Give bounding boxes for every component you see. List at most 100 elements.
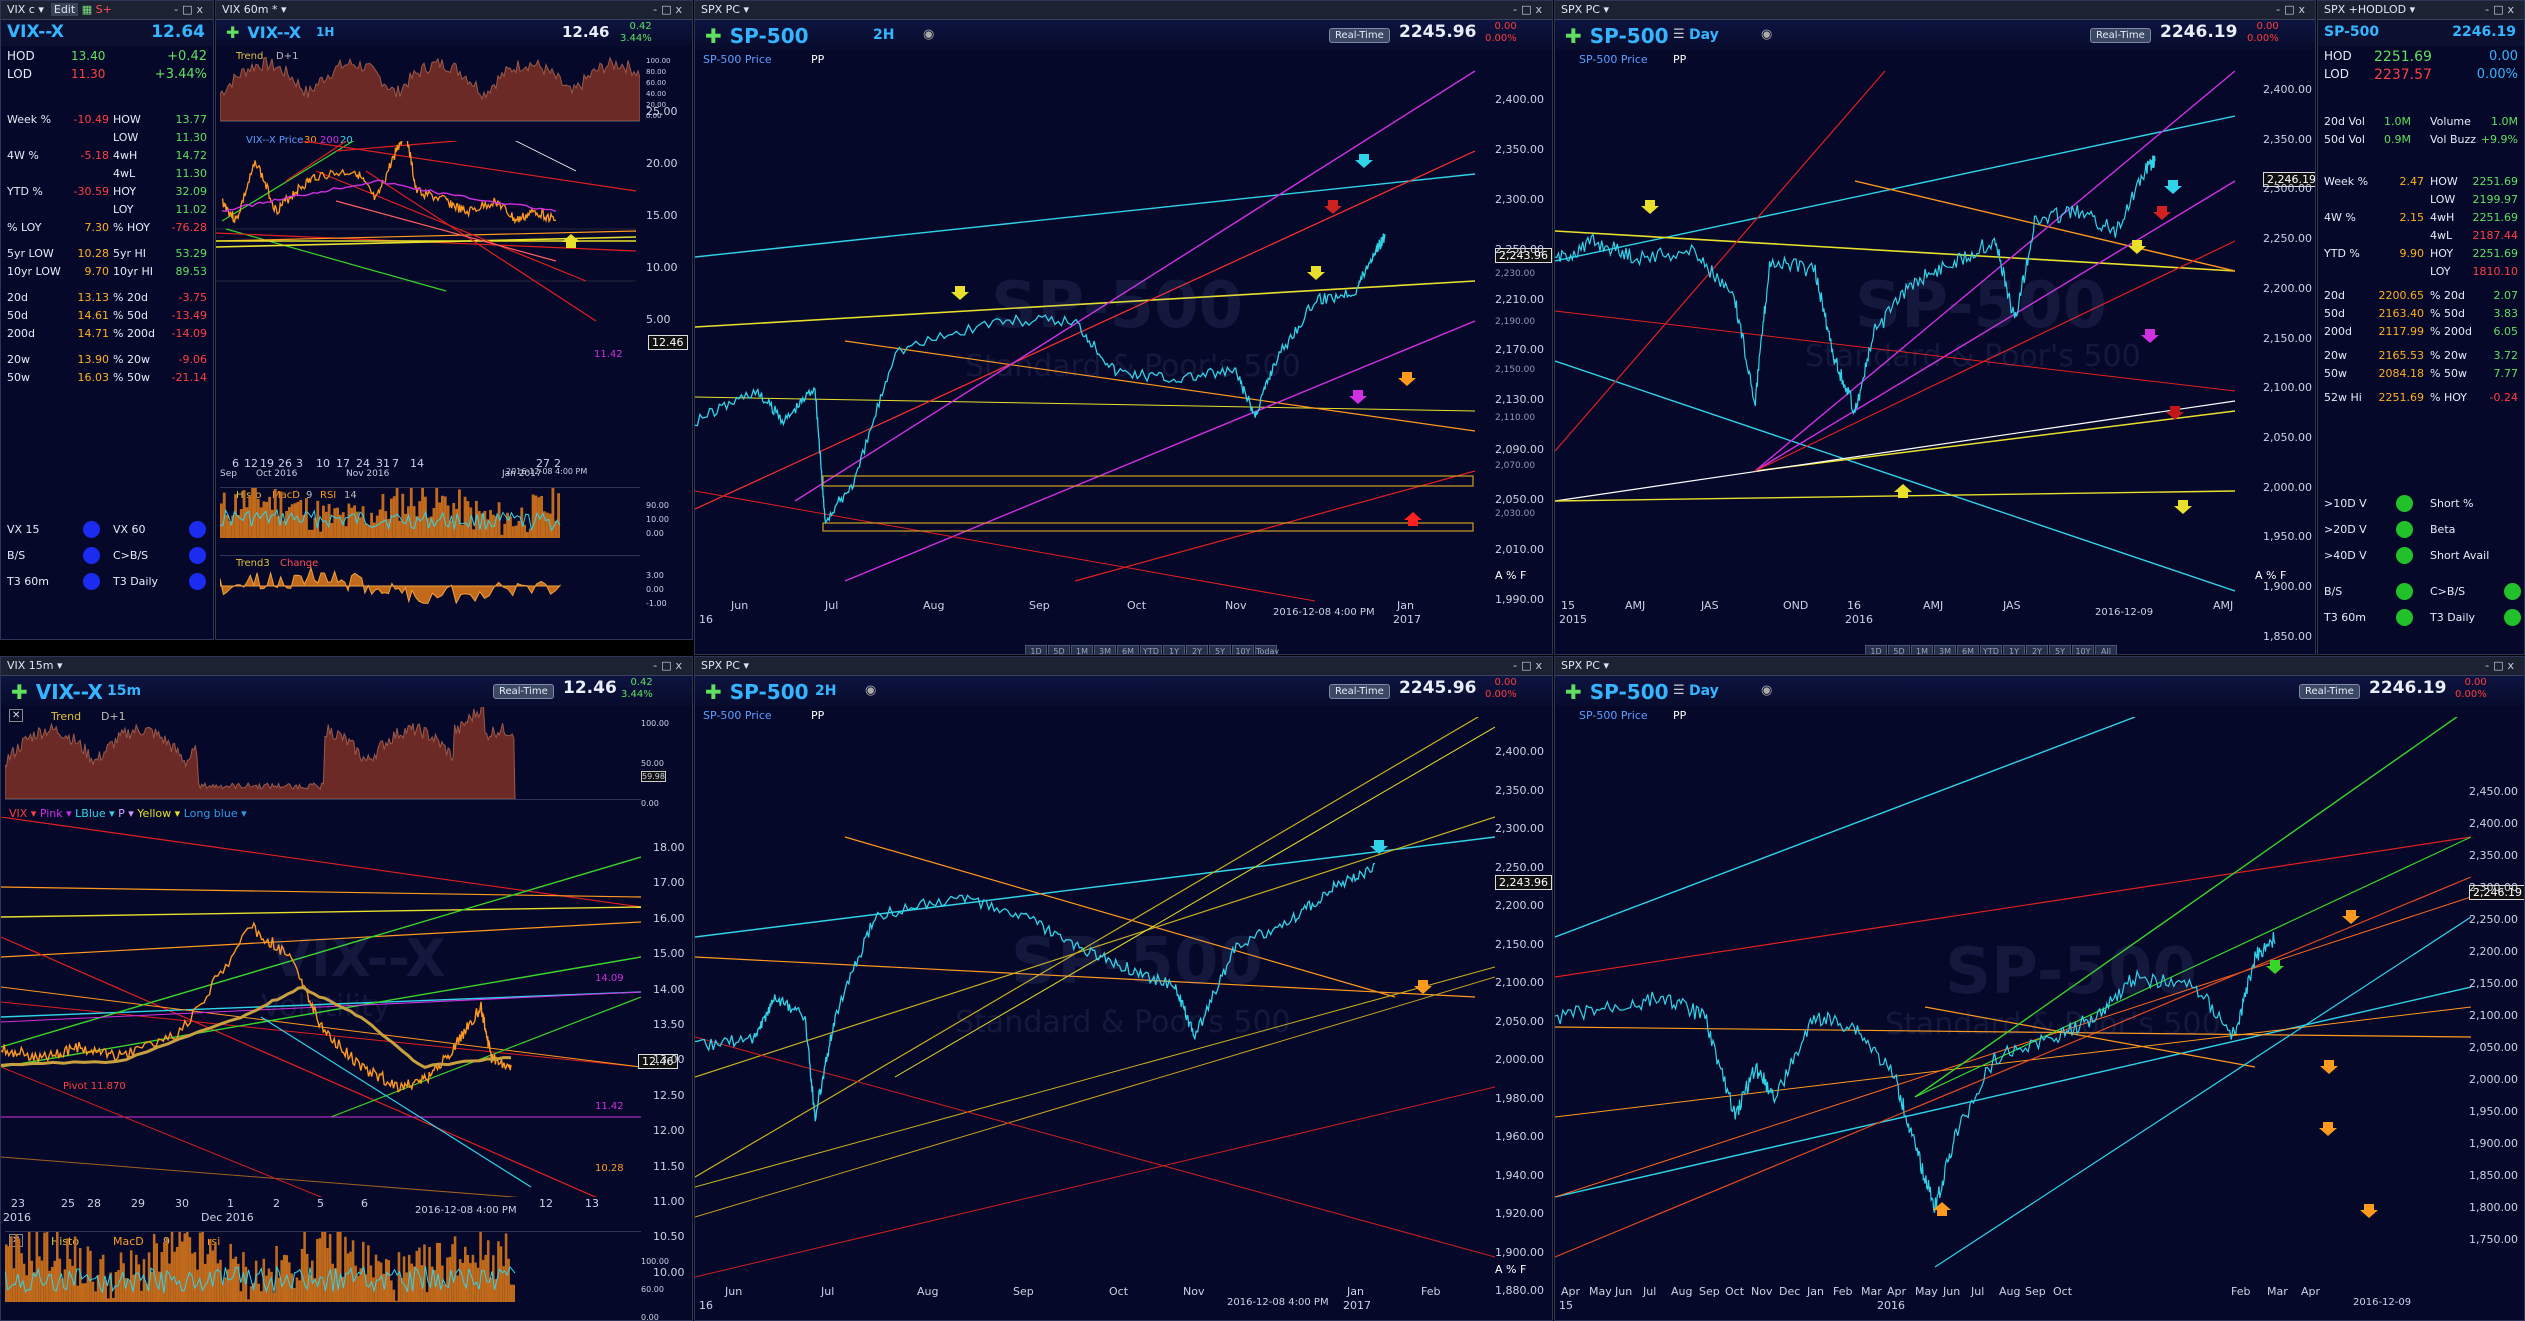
chart-tabbar[interactable]: VIX 60m * ▾ -□x	[216, 1, 692, 20]
window-controls[interactable]: -□x	[174, 3, 207, 16]
period-button[interactable]: 6M	[1957, 645, 1979, 654]
symbol[interactable]: SP-500	[729, 680, 809, 704]
period-buttons[interactable]: 1D 5D 1M 3M 6M YTD 1Y 2Y 5Y 10Y All	[1865, 639, 2118, 654]
legend-item[interactable]: P ▾	[118, 807, 138, 820]
period-button[interactable]: 1M	[1071, 645, 1093, 654]
legend-item[interactable]: Long blue ▾	[183, 807, 247, 820]
window-controls[interactable]: -□x	[2276, 3, 2309, 16]
period-button[interactable]: 3M	[1934, 645, 1956, 654]
scale-control[interactable]: A	[1495, 569, 1507, 582]
chart-tabbar[interactable]: SPX PC ▾ -□x	[1555, 657, 2524, 676]
list-icon[interactable]: ☰	[1673, 27, 1685, 42]
window-controls[interactable]: -□x	[2485, 3, 2518, 16]
window-controls[interactable]: -□x	[653, 659, 686, 672]
period-button[interactable]: 6M	[1117, 645, 1139, 654]
scale-control[interactable]: %	[2266, 569, 2280, 582]
chart-tabbar[interactable]: VIX 15m ▾ -□x	[1, 657, 692, 676]
scale-control[interactable]: A	[1495, 1263, 1507, 1276]
window-controls[interactable]: -□x	[1513, 3, 1546, 16]
tab-label[interactable]: SPX +HODLOD	[2324, 3, 2407, 16]
symbol[interactable]: VIX--X	[247, 23, 302, 42]
chart-tabbar[interactable]: SPX PC ▾ -□x	[1555, 1, 2315, 20]
period-button[interactable]: 5Y	[2049, 645, 2071, 654]
legend-item[interactable]: Pink ▾	[39, 807, 76, 820]
period-button[interactable]: 5D	[1888, 645, 1910, 654]
legend-item[interactable]: VIX ▾	[9, 807, 40, 820]
scale-control[interactable]: F	[1519, 569, 1527, 582]
period-button[interactable]: 3M	[1094, 645, 1116, 654]
scale-control[interactable]: F	[1519, 1263, 1527, 1276]
vix-15m-price-chart[interactable]	[1, 817, 641, 1197]
vol-label: Volume	[2430, 115, 2471, 128]
period-button[interactable]: 1D	[1865, 645, 1887, 654]
period-button[interactable]: 1Y	[1163, 645, 1185, 654]
interval[interactable]: 15m	[107, 683, 142, 699]
watchlist-symbol[interactable]: SP-500	[2324, 24, 2380, 40]
period-button[interactable]: 2Y	[2026, 645, 2048, 654]
close-subpane-button[interactable]: ✕	[9, 709, 24, 722]
tab-label[interactable]: SPX PC	[701, 659, 740, 672]
period-button[interactable]: YTD	[1980, 645, 2002, 654]
realtime-button[interactable]: Real-Time	[2090, 28, 2151, 43]
scale-control[interactable]: F	[2279, 569, 2287, 582]
chart-tabbar[interactable]: SPX PC ▾ -□x	[695, 1, 1552, 20]
legend-item[interactable]: Yellow ▾	[137, 807, 184, 820]
period-button[interactable]: Today	[1255, 645, 1279, 654]
period-button[interactable]: 1M	[1911, 645, 1933, 654]
period-buttons[interactable]: 1D 5D 1M 3M 6M YTD 1Y 2Y 5Y 10Y Today	[1025, 639, 1279, 654]
camera-icon[interactable]: ◉	[1761, 683, 1773, 698]
symbol[interactable]: SP-500	[729, 24, 809, 48]
spx-day-price-chart[interactable]	[1555, 61, 2235, 621]
period-button[interactable]: 2Y	[1186, 645, 1208, 654]
interval[interactable]: Day	[1689, 683, 1719, 699]
tab-label[interactable]: SPX PC	[701, 3, 740, 16]
window-controls[interactable]: -□x	[1513, 659, 1546, 672]
histogram-bar	[362, 1241, 365, 1302]
realtime-button[interactable]: Real-Time	[2299, 684, 2360, 699]
chart-tabbar[interactable]: SPX PC ▾ -□x	[695, 657, 1552, 676]
spx-hodlod-panel: SPX +HODLOD ▾ -□x SP-500 2246.19 HOD 2251.…	[2317, 0, 2525, 655]
interval[interactable]: 1H	[316, 25, 335, 39]
watchlist-tabbar[interactable]: SPX +HODLOD ▾ -□x	[2318, 1, 2524, 20]
symbol[interactable]: VIX--X	[35, 680, 103, 704]
tab-label[interactable]: SPX PC	[1561, 3, 1600, 16]
period-button[interactable]: 10Y	[1232, 645, 1254, 654]
camera-icon[interactable]: ◉	[923, 27, 935, 42]
watchlist-symbol[interactable]: VIX--X	[7, 22, 65, 42]
symbol[interactable]: SP-500	[1589, 680, 1669, 704]
scale-control[interactable]: %	[1506, 1263, 1520, 1276]
realtime-button[interactable]: Real-Time	[1329, 28, 1390, 43]
interval[interactable]: Day	[1689, 27, 1719, 43]
scale-control[interactable]: %	[1506, 569, 1520, 582]
list-icon[interactable]: ☰	[1673, 683, 1685, 698]
spx-2h-price-chart[interactable]	[695, 61, 1475, 621]
y-tick: 2,150.00	[1495, 937, 1544, 951]
scale-control[interactable]: A	[2255, 569, 2267, 582]
period-button[interactable]: 5D	[1048, 645, 1070, 654]
watchlist-tabbar[interactable]: VIX c ▾ Edit ▦ S+ -□x	[1, 1, 213, 20]
vix-60m-price-chart[interactable]	[216, 141, 656, 481]
interval[interactable]: 2H	[815, 683, 837, 699]
period-button[interactable]: YTD	[1140, 645, 1162, 654]
spx-2h-price-chart[interactable]	[695, 717, 1495, 1297]
legend-item[interactable]: LBlue ▾	[75, 807, 119, 820]
edit-button[interactable]: Edit	[50, 3, 79, 16]
period-button[interactable]: All	[2095, 645, 2117, 654]
realtime-button[interactable]: Real-Time	[493, 684, 554, 699]
camera-icon[interactable]: ◉	[1761, 27, 1773, 42]
period-button[interactable]: 1Y	[2003, 645, 2025, 654]
camera-icon[interactable]: ◉	[865, 683, 877, 698]
period-button[interactable]: 1D	[1025, 645, 1047, 654]
symbol[interactable]: SP-500	[1589, 24, 1669, 48]
window-controls[interactable]: -□x	[653, 3, 686, 16]
tab-label[interactable]: VIX 15m	[7, 659, 54, 672]
interval[interactable]: 2H	[873, 27, 895, 43]
realtime-button[interactable]: Real-Time	[1329, 684, 1390, 699]
tab-label[interactable]: VIX c	[7, 3, 35, 16]
period-button[interactable]: 10Y	[2072, 645, 2094, 654]
tab-label[interactable]: SPX PC	[1561, 659, 1600, 672]
tab-label[interactable]: VIX 60m *	[222, 3, 278, 16]
spx-day-price-chart[interactable]	[1555, 717, 2471, 1297]
period-button[interactable]: 5Y	[1209, 645, 1231, 654]
window-controls[interactable]: -□x	[2485, 659, 2518, 672]
